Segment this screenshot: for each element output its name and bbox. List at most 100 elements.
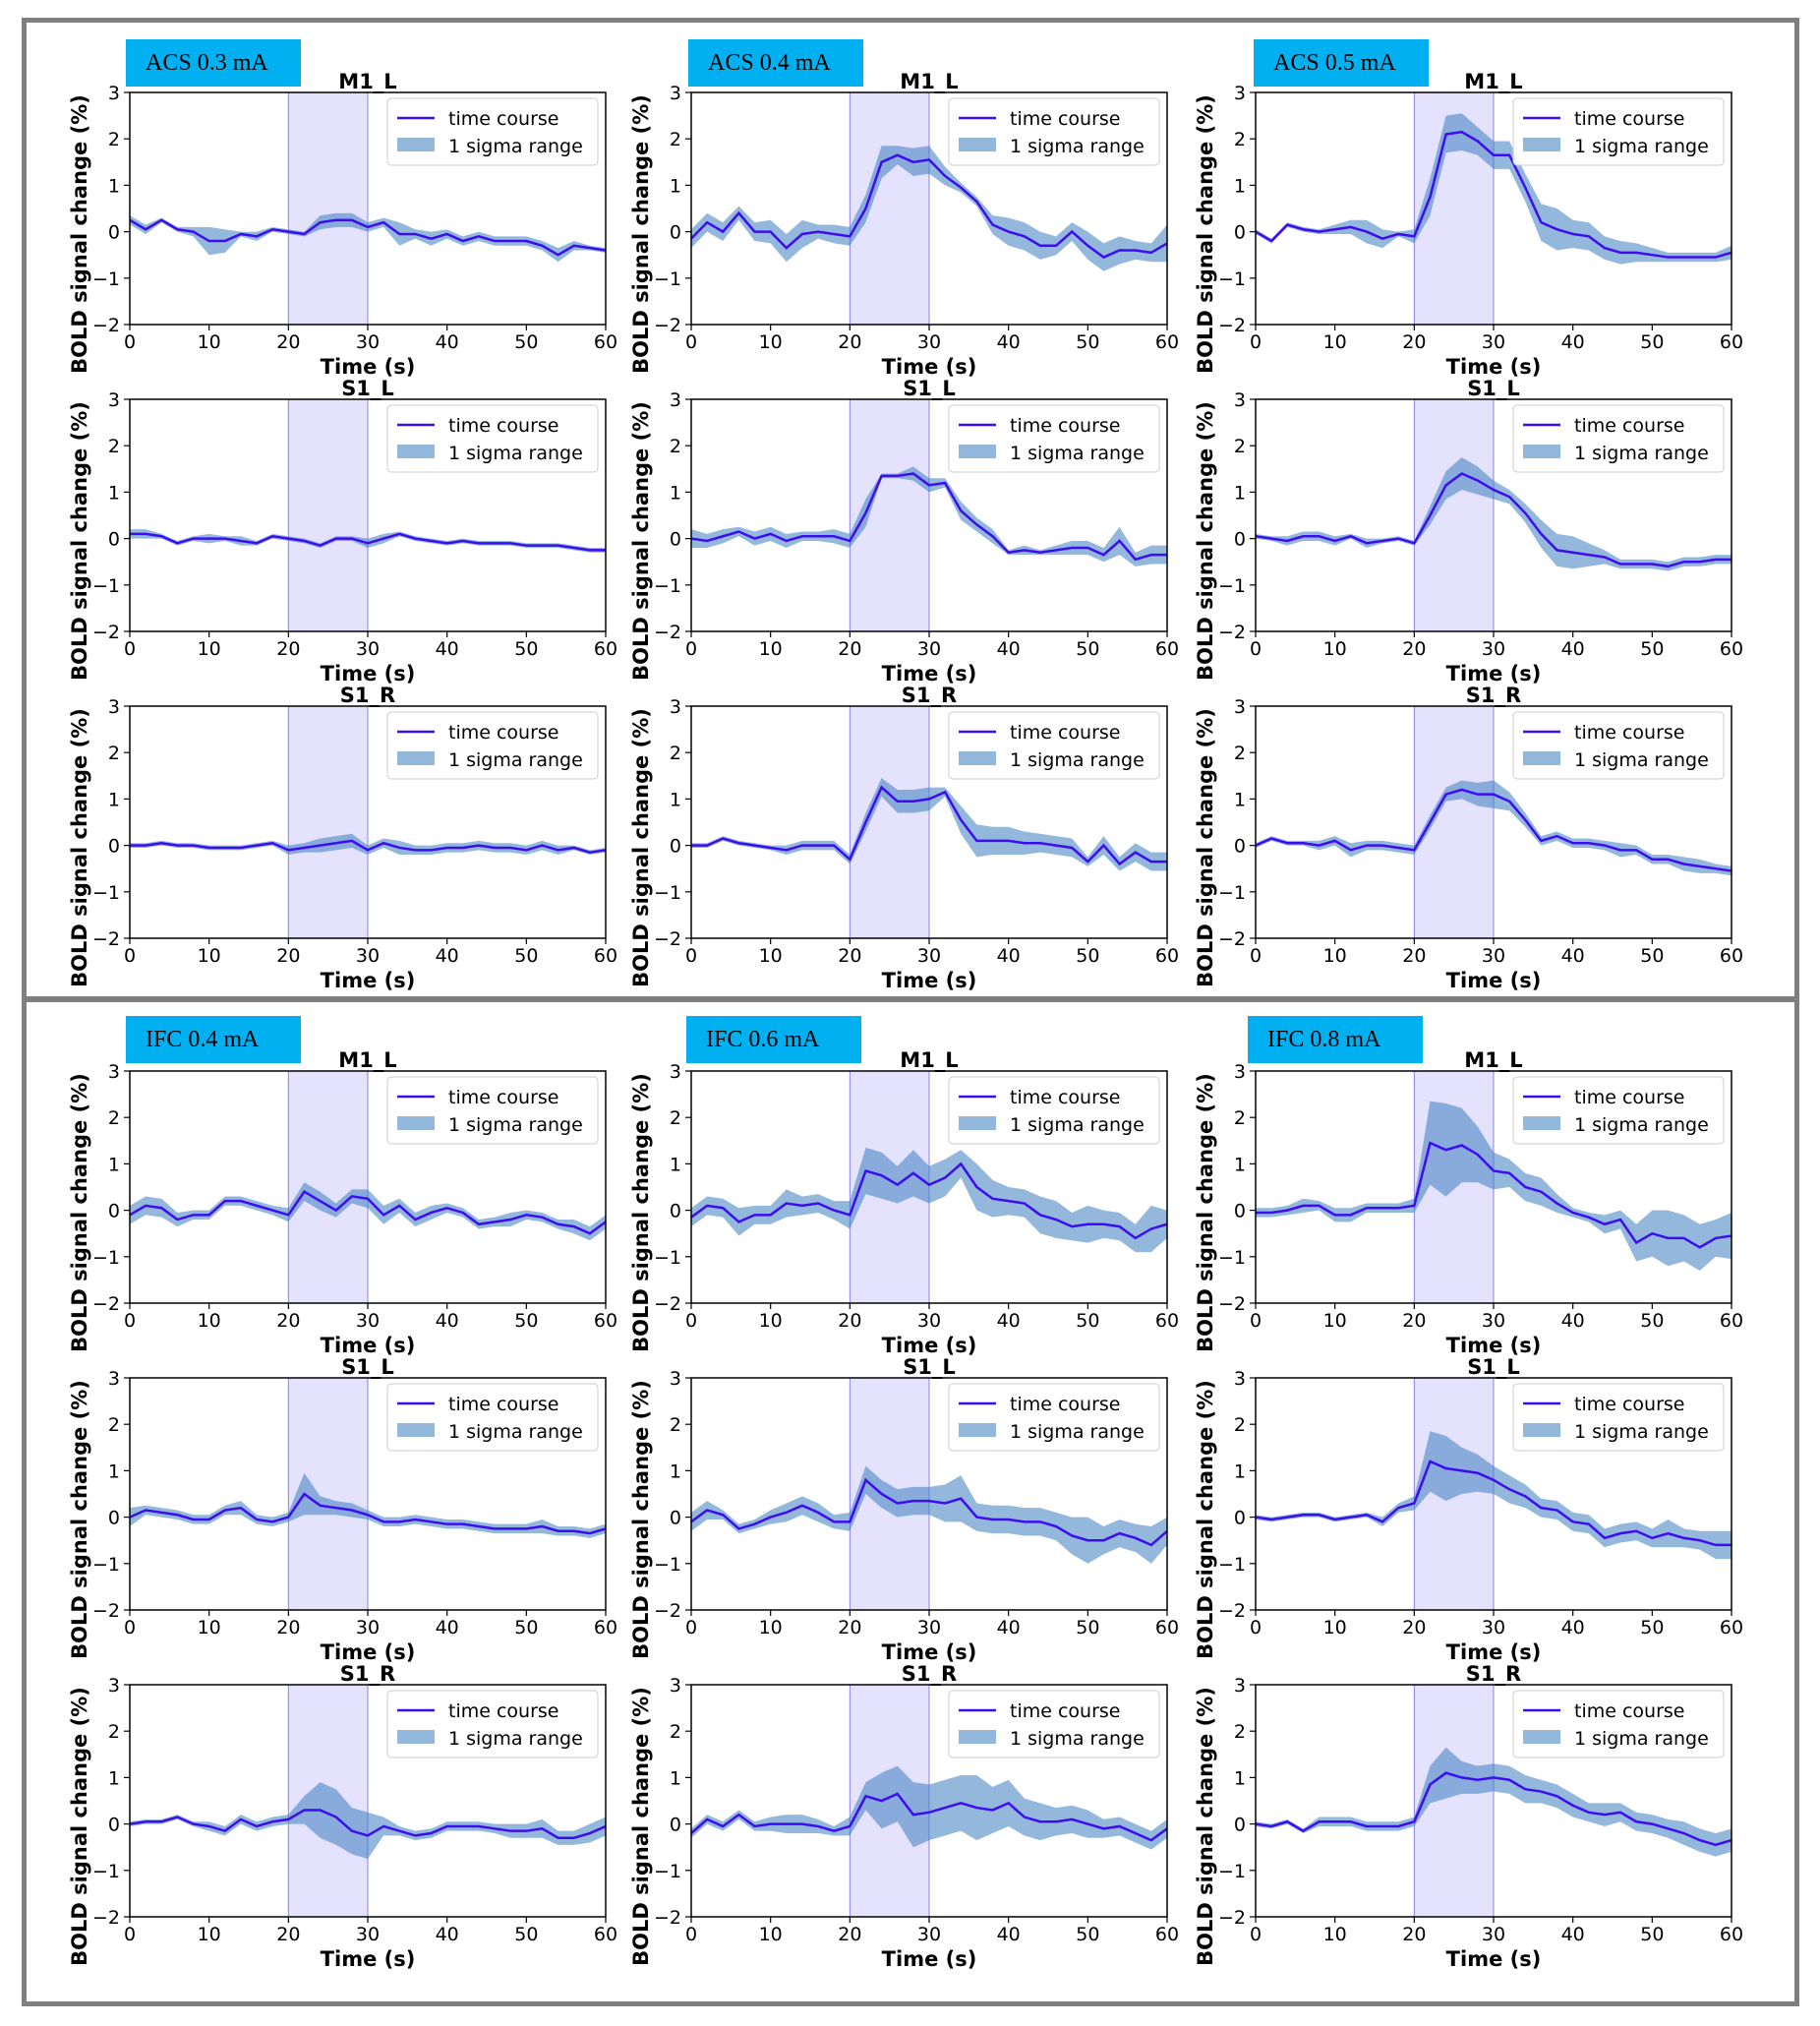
y-tick-label: 3 [670,1368,681,1390]
y-tick-label: −2 [654,622,681,643]
legend-band-swatch [397,138,435,151]
x-tick-label: 50 [1640,638,1664,660]
x-tick-label: 50 [1076,1924,1099,1945]
sigma-band [1256,1747,1732,1857]
sigma-band [130,212,606,263]
sigma-band [691,1765,1167,1850]
legend-box [948,404,1160,473]
chart-panel-m1_l-1: M1_L 0 10 20 30 40 50 60 −2 −1 0 1 2 3 Time (s) BOLD si… [629,70,1179,379]
y-tick-label: 2 [108,436,120,457]
y-tick-label: −1 [1218,575,1246,597]
legend-label-band: 1 sigma range [1010,1114,1145,1136]
x-tick-label: 50 [514,331,538,353]
x-tick-label: 0 [685,331,697,353]
y-tick-label: −1 [1218,1861,1246,1882]
x-tick-label: 60 [594,331,617,353]
y-tick-label: −2 [654,1907,681,1929]
y-axis-label: BOLD signal change (%) [68,1380,91,1659]
panel-title: S1_L [341,1355,394,1379]
x-tick-label: 60 [1155,1310,1179,1332]
x-tick-label: 0 [124,945,136,967]
chart-panel-m1_l-0: M1_L 0 10 20 30 40 50 60 −2 −1 0 1 2 3 Time (s) BOLD si… [68,70,617,379]
chart-panel-s1_l-4: S1_L 0 10 20 30 40 50 60 −2 −1 0 1 2 3 Time (s) BOLD si… [629,377,1179,685]
x-tick-label: 50 [1640,1924,1664,1945]
x-tick-label: 30 [1482,1924,1505,1945]
x-tick-label: 60 [1720,1310,1743,1332]
panel-title: M1_L [900,1048,958,1072]
x-tick-label: 30 [356,638,380,660]
x-tick-label: 0 [1250,1310,1262,1332]
stimulation-window [287,1070,369,1304]
y-axis-label: BOLD signal change (%) [629,1073,653,1352]
chart-panel-s1_l-3: S1_L 0 10 20 30 40 50 60 −2 −1 0 1 2 3 Time (s) BOLD si… [68,377,617,685]
x-tick-label: 40 [1561,1310,1585,1332]
legend-box [1512,97,1725,166]
x-axis-label: Time (s) [882,355,977,379]
legend-band-swatch [1523,1423,1560,1437]
y-tick-label: −1 [654,1861,681,1882]
legend-box [386,404,599,473]
y-tick-label: 1 [108,1154,120,1175]
sigma-band [1256,1431,1732,1560]
y-tick-label: −1 [1218,1247,1246,1269]
x-tick-label: 60 [1155,945,1179,967]
legend-box [1512,1076,1725,1145]
x-tick-label: 20 [1402,1924,1426,1945]
x-tick-label: 50 [1076,1617,1099,1639]
x-tick-label: 40 [997,1617,1021,1639]
legend-label-line: time course [1574,108,1684,130]
badge-ifc-08: IFC 0.8 mA [1248,1016,1423,1063]
x-tick-label: 40 [997,1310,1021,1332]
y-tick-label: 3 [108,83,120,104]
y-axis-label: BOLD signal change (%) [68,1687,91,1966]
x-tick-label: 0 [1250,1924,1262,1945]
y-tick-label: 1 [108,789,120,810]
y-axis-label: BOLD signal change (%) [1194,1687,1217,1966]
x-tick-label: 20 [838,638,861,660]
chart-panel-s1_r-6: S1_R 0 10 20 30 40 50 60 −2 −1 0 1 2 3 Time (s) BOLD si… [68,684,617,992]
x-tick-label: 60 [594,945,617,967]
legend-band-swatch [397,1423,435,1437]
chart-panel-s1_r-7: S1_R 0 10 20 30 40 50 60 −2 −1 0 1 2 3 Time (s) BOLD si… [629,684,1179,992]
y-tick-label: 0 [1234,1815,1246,1836]
y-tick-label: 0 [670,1815,681,1836]
panel-title: S1_R [340,684,395,707]
legend-label-band: 1 sigma range [1010,1421,1145,1443]
y-tick-label: 3 [670,1061,681,1083]
x-tick-label: 20 [1402,331,1426,353]
x-tick-label: 50 [1076,1310,1099,1332]
x-axis-label: Time (s) [321,969,416,992]
legend-band-swatch [1523,138,1560,151]
y-tick-label: 0 [108,1201,120,1222]
x-tick-label: 10 [198,331,221,353]
x-tick-label: 10 [1323,1924,1347,1945]
panel-title: M1_L [1464,1048,1522,1072]
x-tick-label: 10 [759,331,783,353]
y-tick-label: 2 [1234,1721,1246,1743]
y-tick-label: 1 [1234,1460,1246,1482]
y-tick-label: 0 [670,222,681,244]
y-tick-label: 3 [1234,389,1246,411]
x-tick-label: 20 [1402,1310,1426,1332]
y-tick-label: 2 [670,436,681,457]
y-tick-label: 3 [1234,1061,1246,1083]
y-tick-label: 0 [670,529,681,551]
x-axis-label: Time (s) [321,662,416,685]
y-axis-label: BOLD signal change (%) [1194,1073,1217,1352]
stimulation-window [287,91,369,326]
y-tick-label: −1 [92,882,120,904]
legend-label-band: 1 sigma range [448,749,583,771]
legend-label-line: time course [1010,1700,1120,1722]
y-tick-label: 1 [1234,1767,1246,1789]
legend-band-swatch [397,751,435,765]
badge-ifc-04: IFC 0.4 mA [126,1016,301,1063]
legend-label-line: time course [448,1087,558,1108]
y-axis-label: BOLD signal change (%) [629,401,653,681]
x-tick-label: 0 [124,331,136,353]
x-tick-label: 50 [1640,945,1664,967]
panel-title: S1_L [903,1355,956,1379]
x-tick-label: 60 [1155,1924,1179,1945]
x-tick-label: 40 [436,1310,459,1332]
legend-label-line: time course [1574,1087,1684,1108]
y-tick-label: 2 [108,1721,120,1743]
